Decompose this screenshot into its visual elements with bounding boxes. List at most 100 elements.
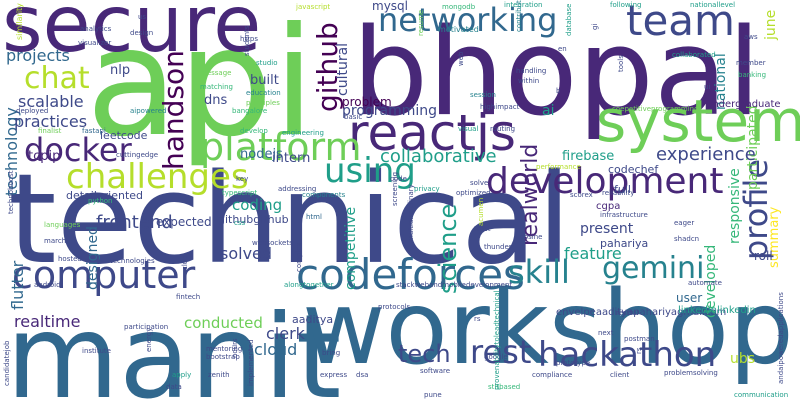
word-b: b	[556, 87, 561, 95]
word-cosine: cosine	[520, 233, 543, 241]
word-studio: studio	[256, 59, 278, 67]
word-networking: networking	[378, 1, 558, 39]
word-components: components	[302, 191, 346, 199]
word-gemini: gemini	[602, 251, 705, 286]
word-cultural: cultural	[335, 42, 351, 96]
word-stackwebandmobiledevelopment: stackwebandmobiledevelopment	[396, 281, 513, 289]
word-frontend: frontend	[96, 212, 173, 233]
word-built: built	[250, 73, 279, 88]
word-docker: docker	[24, 131, 132, 169]
word-chat: chat	[24, 61, 90, 96]
word-aipowered: aipowered	[130, 107, 167, 115]
word-reactjs: reactjs	[348, 104, 516, 162]
word-multidisciplinary: multidisciplinary	[407, 184, 415, 242]
word-rs: rs	[474, 315, 481, 323]
word-nlp: nlp	[110, 63, 131, 78]
word-challenges: challenges	[66, 157, 249, 197]
word-problem: problem	[342, 95, 392, 109]
word-cgpa: cgpa	[596, 201, 621, 212]
word-manit: manit	[6, 290, 342, 400]
word-communication: communication	[734, 391, 789, 399]
word-aaditya: aaditya	[292, 313, 334, 326]
word-tech: tech	[398, 340, 451, 368]
word-aws: aws	[744, 33, 758, 41]
word-cloud: cloud	[254, 340, 298, 359]
word-typescript: typescript	[222, 189, 258, 197]
word-feature: feature	[564, 244, 622, 263]
word-practices: practices	[14, 112, 88, 131]
word-software: software	[420, 367, 451, 375]
word-technologies: technologies	[110, 257, 155, 265]
word-mentoring: mentoring	[206, 345, 243, 353]
word-andaipoweredapplications: andaipoweredapplications	[777, 292, 785, 384]
word-handling: handling	[516, 67, 547, 75]
word-expected: expected	[156, 215, 212, 229]
word-implemented: implemented	[247, 339, 255, 386]
word-march: march	[44, 237, 67, 245]
word-screening: screening	[391, 171, 399, 206]
word-languages: languages	[44, 221, 81, 229]
word-provenability: provenabilitytoleadtechnical	[493, 290, 501, 390]
word-intern: intern	[272, 151, 311, 166]
word-prototype: prototype	[556, 359, 591, 367]
word-codeforces: codeforces	[296, 250, 525, 299]
word-clerk: clerk	[266, 324, 305, 343]
word-complex: complex	[295, 242, 303, 272]
word-club: club	[181, 255, 189, 270]
word-tcpip: tcpip	[28, 149, 61, 164]
word-routing: routing	[490, 125, 516, 133]
word-ui: ui	[704, 83, 711, 91]
word-dsa: dsa	[356, 371, 369, 379]
word-development: development	[486, 161, 724, 202]
word-candidatejob: candidatejob	[3, 340, 11, 386]
word-performance: performance	[536, 163, 581, 171]
word-design: design	[130, 29, 154, 37]
word-email: envelpeaadityapahariyagmailcom	[556, 307, 727, 318]
word-code: code	[390, 175, 407, 183]
word-education: education	[246, 89, 281, 97]
word-member: member	[736, 59, 766, 67]
word-fastapi: fastapi	[82, 127, 106, 135]
word-solved: solved	[220, 244, 273, 263]
word-flutter: flutter	[8, 260, 27, 310]
word-zenith: zenith	[208, 371, 230, 379]
word-alongtogether: alongtogether	[284, 281, 334, 289]
word-codechef: codechef	[608, 163, 659, 176]
word-scalable: scalable	[18, 92, 84, 111]
word-leetcode: leetcode	[100, 129, 148, 142]
word-shadcn: shadcn	[674, 235, 700, 243]
word-realworld: realworld	[518, 143, 543, 246]
word-hosted: hosted	[58, 255, 82, 263]
word-client: client	[610, 371, 630, 379]
word-secure: secure	[2, 0, 262, 70]
word-eager: eager	[674, 219, 695, 227]
word-data: data	[166, 383, 182, 391]
word-key: key	[236, 175, 249, 183]
word-apply: apply	[172, 371, 192, 379]
word-energy: energy	[145, 327, 153, 352]
word-workshop: workshop	[302, 269, 794, 388]
word-highimpact: highimpact	[480, 103, 520, 111]
word-institute: institute	[82, 347, 111, 355]
word-visualizer: visualizer	[78, 39, 112, 47]
word-following: following	[610, 1, 642, 9]
word-projects: projects	[6, 46, 70, 65]
word-bootstrap: bootstrap	[206, 353, 240, 361]
word-stitbased: stitbased	[488, 383, 521, 391]
word-css: css	[234, 219, 246, 227]
word-scorex: scorex	[570, 191, 593, 199]
word-trust: trust	[474, 225, 491, 233]
word-banking: banking	[738, 71, 767, 79]
word-competitive: competitive	[343, 206, 359, 290]
word-using: using	[324, 151, 416, 191]
word-google: google	[484, 353, 508, 361]
word-thunder: thunder	[484, 243, 512, 251]
word-session: session	[470, 91, 496, 99]
word-githubgithub: githubgithub	[218, 213, 289, 226]
word-https: https	[240, 35, 259, 43]
word-realtime: realtime	[14, 312, 81, 331]
word-android: android	[34, 281, 61, 289]
word-cuttingedge: cuttingedge	[116, 151, 159, 159]
word-dns: dns	[204, 93, 228, 108]
